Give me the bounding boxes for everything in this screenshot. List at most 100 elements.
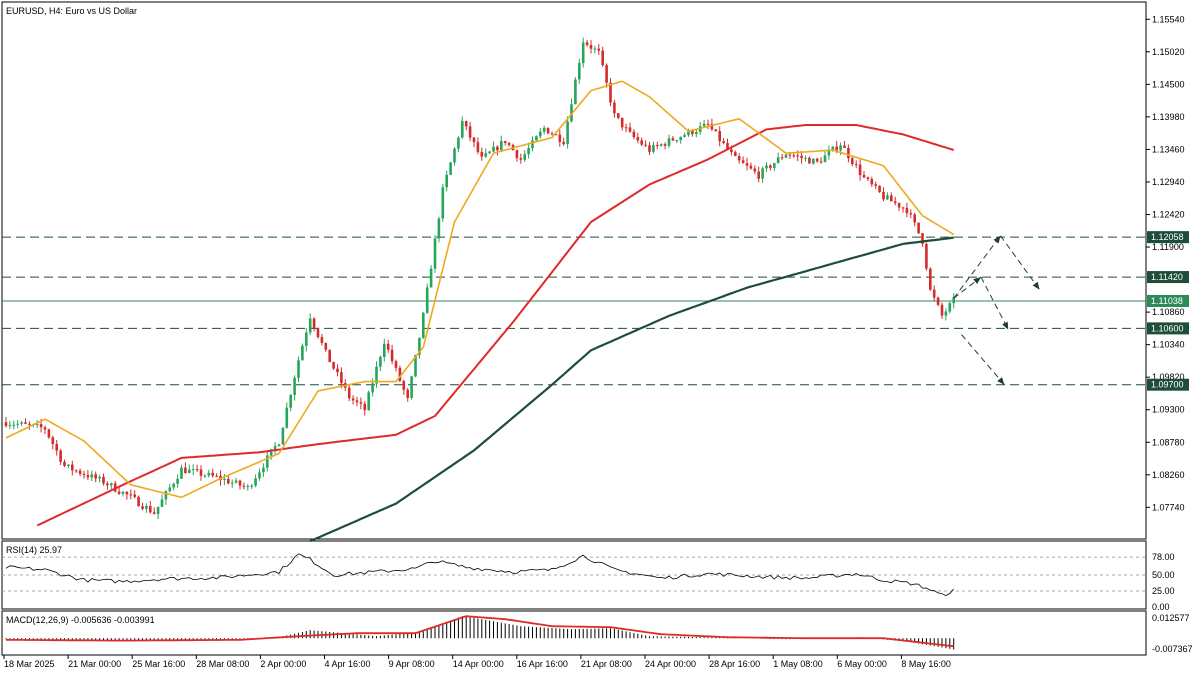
candle-body xyxy=(223,478,226,480)
candle-body xyxy=(188,469,191,474)
candle-body xyxy=(847,147,850,159)
candle-body xyxy=(172,483,175,488)
candle-body xyxy=(780,157,784,159)
candle-body xyxy=(347,387,351,399)
candle-body xyxy=(765,165,768,169)
candle-body xyxy=(835,146,838,151)
candle-body xyxy=(43,427,47,430)
time-tick-label: 6 May 00:00 xyxy=(837,659,887,669)
candle-body xyxy=(398,367,402,382)
horizontal-levels xyxy=(2,236,1146,386)
candle-body xyxy=(422,312,425,338)
candle-body xyxy=(940,304,944,316)
candle-body xyxy=(12,424,16,426)
candle-body xyxy=(695,131,698,135)
candle-body xyxy=(461,120,464,138)
candle-body xyxy=(952,297,955,304)
time-tick-label: 1 May 08:00 xyxy=(773,659,823,669)
candle-body xyxy=(156,506,160,514)
candle-body xyxy=(749,165,753,169)
candle-body xyxy=(827,150,831,156)
time-tick-label: 14 Apr 00:00 xyxy=(453,659,504,669)
time-tick-label: 2 Apr 00:00 xyxy=(260,659,306,669)
candle-body xyxy=(917,222,920,234)
candle-body xyxy=(308,318,312,333)
ma-mid-line xyxy=(36,124,954,527)
candle-body xyxy=(581,42,585,64)
candle-body xyxy=(63,461,66,466)
rsi-label: RSI(14) 25.97 xyxy=(6,545,62,555)
ma-slow-line xyxy=(309,236,954,543)
candle-body xyxy=(624,127,628,129)
candle-body xyxy=(457,137,460,149)
candle-body xyxy=(320,337,324,343)
candle-body xyxy=(55,444,58,451)
price-tick-label: 1.08780 xyxy=(1152,437,1185,447)
candle-body xyxy=(784,154,788,158)
candle-body xyxy=(854,164,858,166)
candle-body xyxy=(199,469,203,476)
candle-body xyxy=(47,429,51,438)
candle-body xyxy=(281,427,285,445)
candle-body xyxy=(527,148,530,155)
candle-body xyxy=(305,332,308,346)
time-tick-label: 21 Apr 08:00 xyxy=(581,659,632,669)
candle-body xyxy=(371,383,374,393)
candle-body xyxy=(722,141,725,144)
candle-body xyxy=(110,483,113,486)
candle-body xyxy=(932,289,936,298)
candle-body xyxy=(414,354,417,377)
candle-body xyxy=(558,134,562,142)
time-tick-label: 4 Apr 16:00 xyxy=(325,659,371,669)
candle-body xyxy=(67,464,70,466)
candle-body xyxy=(59,450,62,462)
candle-body xyxy=(843,145,846,148)
macd-signal-line xyxy=(5,615,954,648)
candle-body xyxy=(332,362,335,369)
candle-body xyxy=(761,168,764,179)
candle-body xyxy=(117,491,121,494)
candle-body xyxy=(453,148,456,163)
candle-body xyxy=(316,328,320,338)
candle-body xyxy=(831,146,835,151)
candle-body xyxy=(242,485,246,487)
candle-body xyxy=(293,377,296,395)
candle-body xyxy=(929,268,932,290)
candle-body xyxy=(628,127,632,132)
candle-body xyxy=(78,470,82,474)
candle-body xyxy=(336,368,339,373)
candle-body xyxy=(375,366,378,384)
candle-body xyxy=(102,476,105,484)
candle-body xyxy=(441,187,445,219)
candle-body xyxy=(589,45,593,49)
candle-body xyxy=(839,145,842,151)
pane-frames xyxy=(1,1,1147,656)
level-tag-bg xyxy=(1147,231,1189,244)
candle-body xyxy=(706,123,710,125)
ma-fast-line xyxy=(5,80,955,499)
candle-body xyxy=(363,403,367,411)
level-tag-bg xyxy=(1147,378,1189,391)
price-tick-label: 1.15020 xyxy=(1152,47,1185,57)
arrow-head xyxy=(997,377,1005,385)
candle-body xyxy=(745,163,749,166)
candle-body xyxy=(617,113,620,118)
candle-body xyxy=(776,157,780,164)
candle-body xyxy=(886,195,889,200)
price-tick-label: 1.12420 xyxy=(1152,209,1185,219)
rsi-tick-label: 50.00 xyxy=(1152,570,1175,580)
candle-body xyxy=(562,141,565,145)
time-tick-label: 21 Mar 00:00 xyxy=(68,659,121,669)
candle-body xyxy=(753,168,757,172)
level-tag-bg xyxy=(1147,294,1189,307)
candle-body xyxy=(492,146,495,152)
candle-body xyxy=(82,473,86,476)
candle-body xyxy=(819,161,823,163)
candle-body xyxy=(152,512,156,514)
candle-body xyxy=(574,79,577,105)
candle-body xyxy=(238,480,242,486)
candle-body xyxy=(913,214,916,223)
candle-body xyxy=(663,144,667,146)
candle-body xyxy=(355,400,359,403)
